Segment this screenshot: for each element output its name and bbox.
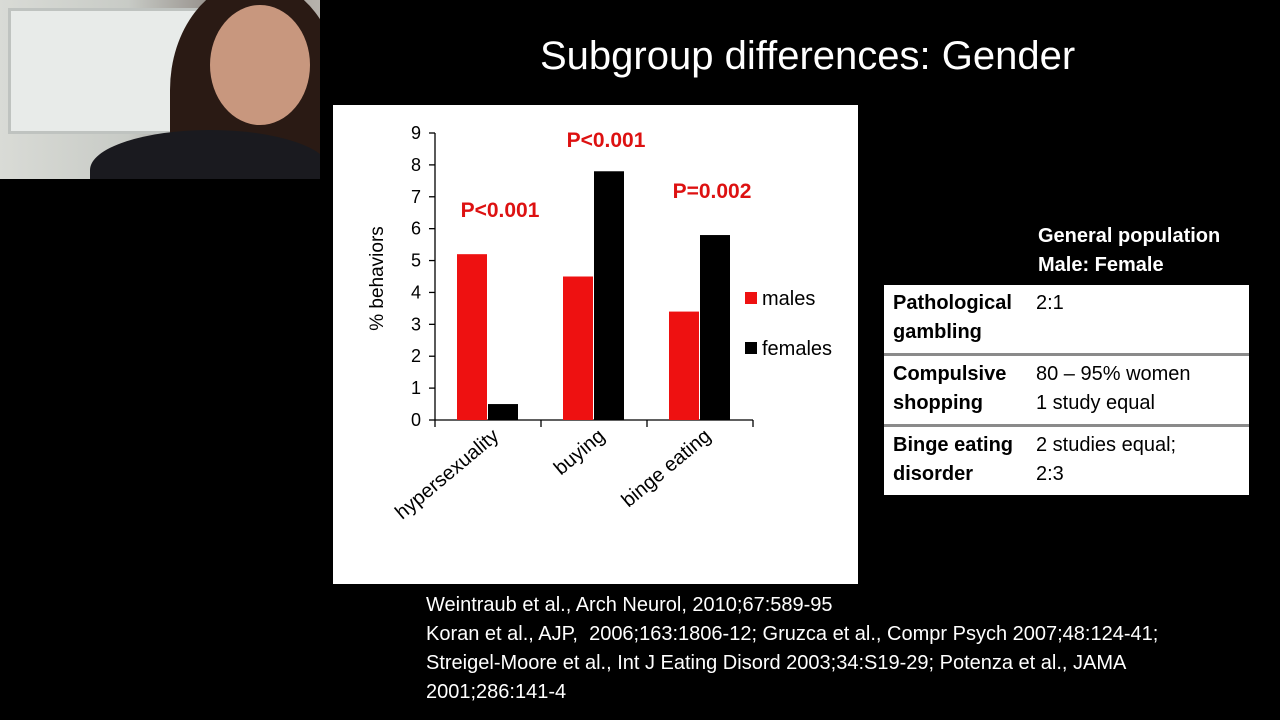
bar-chart: 0 1 2 3 4 5 6 7 8 9 % behaviors hypersexuality buyin…: [367, 123, 832, 524]
x-category-label: hypersexuality: [391, 425, 503, 524]
ratio-cell: 2:1: [1028, 285, 1249, 356]
gender-ratio-table: Pathological gambling 2:1 Compulsive sho…: [884, 285, 1249, 495]
table-row: Pathological gambling 2:1: [884, 285, 1249, 356]
ratio-line2: 2:3: [1036, 463, 1064, 485]
legend-swatch-females: [745, 342, 757, 354]
table-row: Binge eating disorder 2 studies equal; 2…: [884, 426, 1249, 496]
presenter-video: [0, 0, 320, 179]
bar-females: [488, 404, 518, 420]
y-tick-label: 3: [411, 314, 421, 334]
legend-label: males: [762, 288, 815, 310]
legend-swatch-males: [745, 292, 757, 304]
y-tick-label: 0: [411, 410, 421, 430]
y-tick-label: 9: [411, 123, 421, 143]
condition-line2: shopping: [893, 392, 983, 414]
bar-males: [669, 311, 699, 420]
presenter-face: [210, 5, 310, 125]
table-header: General population Male: Female: [1038, 222, 1220, 280]
p-value-annotation: P<0.001: [461, 199, 540, 222]
x-category-label: buying: [550, 425, 609, 480]
y-tick-label: 1: [411, 378, 421, 398]
condition-cell: Compulsive shopping: [884, 354, 1028, 427]
reference-line: Streigel-Moore et al., Int J Eating Diso…: [426, 652, 1127, 674]
bar-males: [457, 254, 487, 420]
condition-line2: disorder: [893, 463, 974, 485]
y-tick-label: 4: [411, 282, 421, 302]
bar-chart-panel: 0 1 2 3 4 5 6 7 8 9 % behaviors hypersexuality buyin…: [333, 105, 858, 584]
y-tick-label: 6: [411, 219, 421, 239]
table-row: Compulsive shopping 80 – 95% women 1 stu…: [884, 354, 1249, 427]
table-header-line2: Male: Female: [1038, 254, 1164, 276]
slide-title: Subgroup differences: Gender: [540, 34, 1076, 78]
y-tick-label: 7: [411, 187, 421, 207]
condition-line1: Pathological: [893, 292, 1012, 314]
legend-label: females: [762, 338, 832, 360]
ratio-line1: 2 studies equal;: [1036, 434, 1177, 456]
y-tick-label: 8: [411, 155, 421, 175]
bar-females: [700, 235, 730, 420]
references: Weintraub et al., Arch Neurol, 2010;67:5…: [426, 591, 1246, 707]
ratio-line2: 1 study equal: [1036, 392, 1155, 414]
ratio-cell: 2 studies equal; 2:3: [1028, 426, 1249, 496]
reference-line: 2001;286:141-4: [426, 681, 567, 703]
x-category-label: binge eating: [618, 425, 716, 512]
condition-cell: Binge eating disorder: [884, 426, 1028, 496]
y-axis-label: % behaviors: [367, 226, 388, 331]
ratio-cell: 80 – 95% women 1 study equal: [1028, 354, 1249, 427]
bar-males: [563, 276, 593, 420]
condition-line1: Compulsive: [893, 363, 1007, 385]
ratio-line1: 2:1: [1036, 292, 1064, 314]
p-value-annotation: P=0.002: [673, 180, 752, 203]
p-value-annotation: P<0.001: [567, 129, 646, 152]
condition-line1: Binge eating: [893, 434, 1014, 456]
condition-cell: Pathological gambling: [884, 285, 1028, 356]
reference-line: Weintraub et al., Arch Neurol, 2010;67:5…: [426, 594, 833, 616]
ratio-line1: 80 – 95% women: [1036, 363, 1191, 385]
y-tick-label: 5: [411, 251, 421, 271]
bar-females: [594, 171, 624, 420]
reference-line: Koran et al., AJP, 2006;163:1806-12; Gru…: [426, 623, 1159, 645]
table-header-line1: General population: [1038, 225, 1221, 247]
condition-line2: gambling: [893, 321, 982, 343]
y-tick-label: 2: [411, 346, 421, 366]
